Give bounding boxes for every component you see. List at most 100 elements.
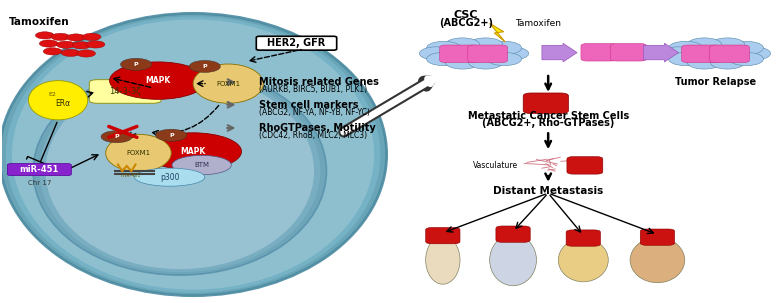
Ellipse shape: [172, 155, 231, 175]
Circle shape: [420, 47, 453, 60]
Ellipse shape: [193, 64, 263, 103]
Text: P: P: [169, 133, 174, 138]
FancyBboxPatch shape: [89, 80, 161, 103]
Circle shape: [494, 47, 529, 60]
FancyBboxPatch shape: [496, 226, 530, 242]
Ellipse shape: [39, 70, 320, 272]
FancyArrow shape: [542, 43, 577, 62]
FancyBboxPatch shape: [426, 228, 460, 244]
Text: HER2, GFR: HER2, GFR: [267, 38, 326, 48]
Circle shape: [51, 33, 70, 41]
Ellipse shape: [558, 238, 608, 282]
FancyBboxPatch shape: [566, 230, 601, 246]
Circle shape: [61, 49, 80, 56]
Circle shape: [446, 56, 480, 69]
Text: miR-451: miR-451: [121, 172, 141, 178]
Text: miR-451: miR-451: [20, 165, 59, 174]
Ellipse shape: [630, 238, 685, 283]
Text: Chr 17: Chr 17: [27, 180, 51, 186]
Circle shape: [487, 41, 521, 55]
Text: FOXM1: FOXM1: [216, 81, 240, 87]
Text: 14-3-3ζ: 14-3-3ζ: [110, 87, 141, 96]
Circle shape: [710, 56, 745, 69]
Circle shape: [468, 38, 503, 51]
Text: Tumor Relapse: Tumor Relapse: [676, 77, 756, 87]
Circle shape: [669, 41, 703, 55]
Circle shape: [82, 33, 101, 41]
Circle shape: [145, 133, 241, 170]
Text: Metastatic Cancer Stem Cells: Metastatic Cancer Stem Cells: [467, 111, 629, 121]
Text: P: P: [203, 64, 207, 69]
Circle shape: [710, 38, 745, 51]
Ellipse shape: [45, 73, 314, 269]
Circle shape: [687, 56, 722, 69]
Circle shape: [77, 50, 96, 57]
Circle shape: [427, 52, 461, 66]
Circle shape: [427, 41, 461, 55]
Circle shape: [662, 47, 695, 60]
Ellipse shape: [12, 19, 374, 290]
Circle shape: [110, 62, 207, 99]
Circle shape: [669, 52, 703, 66]
FancyBboxPatch shape: [523, 93, 568, 114]
Ellipse shape: [135, 168, 205, 186]
Polygon shape: [489, 23, 505, 42]
Text: MAPK: MAPK: [146, 76, 171, 85]
Text: ERα: ERα: [55, 99, 70, 108]
Circle shape: [86, 41, 105, 48]
Circle shape: [736, 47, 770, 60]
Text: p300: p300: [160, 173, 179, 181]
Circle shape: [67, 34, 85, 41]
Ellipse shape: [28, 81, 88, 120]
FancyBboxPatch shape: [682, 45, 721, 62]
Text: Mitosis related Genes: Mitosis related Genes: [259, 77, 379, 87]
Circle shape: [729, 52, 763, 66]
Text: Distant Metastasis: Distant Metastasis: [493, 186, 604, 196]
Text: Vasculature: Vasculature: [474, 161, 518, 170]
Ellipse shape: [426, 236, 460, 284]
Circle shape: [468, 56, 503, 69]
Text: (AURKB, BIRC5, BUB1, PLK1): (AURKB, BIRC5, BUB1, PLK1): [259, 85, 367, 94]
Circle shape: [101, 131, 132, 143]
Ellipse shape: [489, 235, 536, 286]
Circle shape: [687, 38, 722, 51]
FancyBboxPatch shape: [611, 44, 647, 61]
Text: Stem cell markers: Stem cell markers: [259, 100, 359, 110]
Circle shape: [156, 129, 187, 141]
Circle shape: [729, 41, 763, 55]
Text: (ABCG2, NF-YA, NF-YB, NF-YC): (ABCG2, NF-YA, NF-YB, NF-YC): [259, 108, 370, 117]
Circle shape: [189, 60, 220, 72]
Ellipse shape: [5, 16, 381, 293]
Circle shape: [121, 58, 152, 70]
Text: Tamoxifen: Tamoxifen: [514, 19, 561, 28]
Text: Tamoxifen: Tamoxifen: [9, 17, 70, 27]
Circle shape: [56, 41, 75, 48]
FancyBboxPatch shape: [640, 229, 675, 245]
Text: (CDC42, RhoB, MLC2, MLC3): (CDC42, RhoB, MLC2, MLC3): [259, 131, 367, 140]
Circle shape: [35, 32, 54, 39]
Circle shape: [446, 38, 480, 51]
Circle shape: [487, 52, 521, 66]
FancyBboxPatch shape: [567, 157, 603, 174]
FancyBboxPatch shape: [467, 45, 507, 62]
Text: CSC: CSC: [454, 11, 478, 21]
Text: BTM: BTM: [194, 162, 209, 168]
Text: E2: E2: [48, 92, 56, 97]
Text: FOXM1: FOXM1: [126, 150, 150, 156]
Text: P: P: [114, 134, 119, 139]
FancyBboxPatch shape: [256, 36, 337, 50]
FancyBboxPatch shape: [440, 45, 479, 62]
Text: P: P: [134, 62, 139, 67]
Text: RhoGTPases, Motility: RhoGTPases, Motility: [259, 123, 376, 133]
Circle shape: [43, 48, 62, 55]
Circle shape: [72, 42, 91, 49]
Text: (ABCG2+): (ABCG2+): [439, 18, 493, 28]
Text: MAPK: MAPK: [180, 147, 206, 156]
Ellipse shape: [33, 67, 327, 275]
Circle shape: [39, 40, 58, 47]
FancyBboxPatch shape: [581, 44, 617, 61]
FancyBboxPatch shape: [709, 45, 749, 62]
Ellipse shape: [0, 13, 387, 296]
Ellipse shape: [106, 134, 171, 172]
FancyBboxPatch shape: [7, 164, 71, 176]
